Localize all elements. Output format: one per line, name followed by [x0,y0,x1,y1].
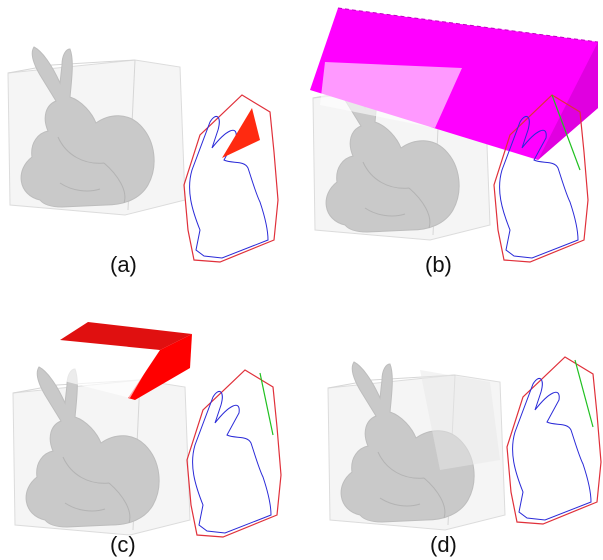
cut-region-a [222,108,260,158]
caption-b: (b) [425,252,452,277]
bunny-model-a [7,46,186,216]
cutting-block-c [60,322,192,400]
bunny-model-d [327,361,506,531]
outline-d [506,356,602,525]
outline-a [183,94,279,263]
panel-c: (c) [12,322,282,557]
outline-b [493,94,589,263]
caption-c: (c) [110,532,136,557]
bunny-model-c [12,366,191,536]
panel-d: (d) [327,356,602,557]
panel-b: (b) [310,7,599,277]
cutting-wedge-b [310,7,599,160]
panel-a: (a) [7,46,279,277]
caption-d: (d) [430,532,457,557]
outline-c [186,369,282,538]
caption-a: (a) [110,252,137,277]
